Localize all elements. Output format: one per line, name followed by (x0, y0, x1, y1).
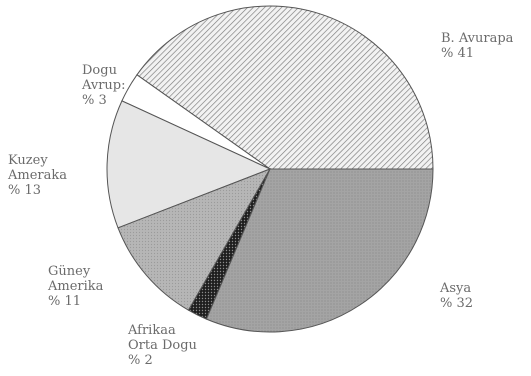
pie-slice-2 (106, 100, 272, 229)
pie-label-2-line-1: Ameraka (7, 168, 67, 183)
pie-label-5-line-1: % 32 (440, 296, 473, 311)
pie-label-4-line-2: % 2 (128, 353, 153, 368)
pie-label-4-line-1: Orta Dogu (128, 338, 197, 353)
pie-label-0-line-0: B. Avurapa (441, 31, 514, 46)
pie-label-5-line-0: Asya (439, 281, 471, 296)
pie-label-0: B. Avurapa% 41 (441, 31, 514, 61)
pie-slice-5 (205, 168, 434, 333)
pie-label-3-line-2: % 11 (48, 294, 81, 309)
pie-label-3: Güney Amerika% 11 (47, 264, 104, 309)
pie-slice-0 (136, 5, 434, 170)
pie-label-5: Asya% 32 (439, 281, 473, 311)
pie-label-3-line-0: Güney (48, 264, 91, 279)
pie-label-1-line-1: Avrup: (81, 78, 126, 93)
pie-label-2-line-2: % 13 (8, 183, 41, 198)
pie-slice-3 (117, 168, 272, 311)
pie-slices (106, 5, 434, 333)
pie-label-1-line-0: Dogu (82, 63, 117, 78)
pie-label-2-line-0: Kuzey (8, 153, 48, 168)
pie-label-1-line-2: % 3 (82, 93, 107, 108)
pie-label-0-line-1: % 41 (441, 46, 474, 61)
pie-label-4: Afrikaa Orta Dogu% 2 (127, 323, 197, 368)
pie-label-3-line-1: Amerika (47, 279, 104, 294)
pie-label-4-line-0: Afrikaa (127, 323, 176, 338)
pie-labels: B. Avurapa% 41 Dogu Avrup:% 3 Kuzey Ameraka%… (7, 31, 514, 368)
pie-label-1: Dogu Avrup:% 3 (81, 63, 126, 108)
pie-label-2: Kuzey Ameraka% 13 (7, 153, 67, 198)
